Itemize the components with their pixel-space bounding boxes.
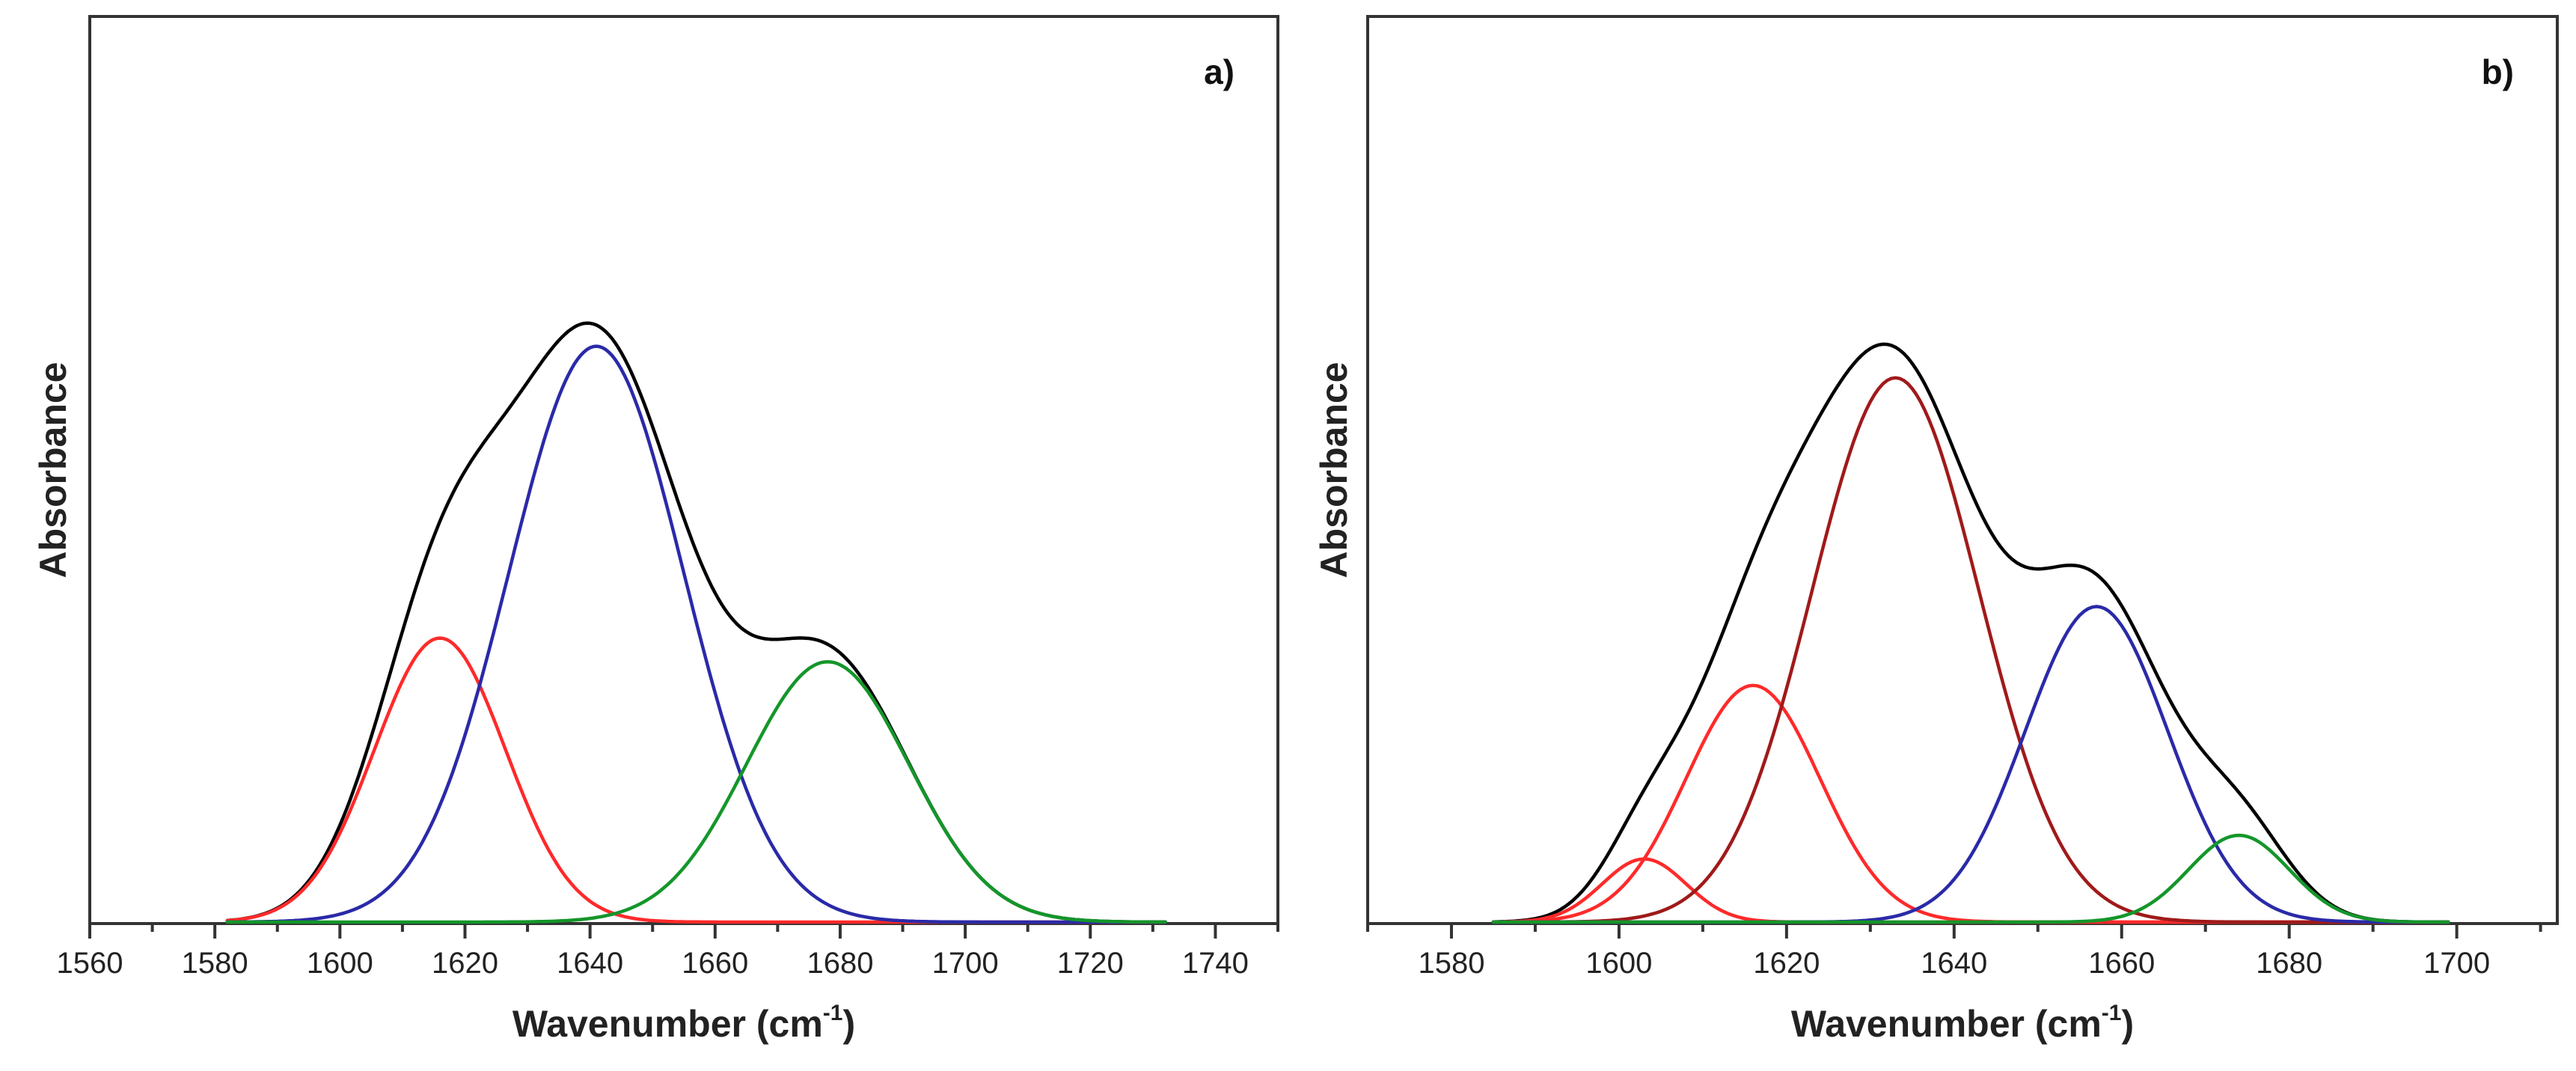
x-tick-label-a-1620: 1620 — [432, 947, 498, 980]
x-tick-label-b-1600: 1600 — [1585, 947, 1652, 980]
y-axis-label-b: Absorbance — [1313, 362, 1355, 579]
x-tick-label-a-1680: 1680 — [807, 947, 873, 980]
x-tick-label-a-1600: 1600 — [307, 947, 373, 980]
panel-a: a) 1560 1580 1600 1620 1640 1660 1680 1700 1720 1… — [32, 15, 1279, 1045]
x-tick-label-a-1720: 1720 — [1057, 947, 1124, 980]
panel-label-b: b) — [2482, 52, 2514, 91]
band-curve-a-1678 — [225, 659, 1167, 924]
x-axis-label-a-end: ) — [842, 1003, 855, 1045]
x-tick-label-a-1700: 1700 — [932, 947, 999, 980]
x-tick-label-a-1660: 1660 — [682, 947, 748, 980]
band-curve-b-1633 — [1491, 376, 2450, 924]
curves-b — [1491, 342, 2450, 924]
x-tick-label-b-1580: 1580 — [1418, 947, 1484, 980]
sum-curve-b — [1491, 342, 2450, 924]
x-tick-label-b-1680: 1680 — [2256, 947, 2322, 980]
x-axis-label-b: Wavenumber (cm-1) — [1791, 1001, 2134, 1045]
panel-label-a: a) — [1204, 52, 1235, 91]
x-tick-label-b-1660: 1660 — [2088, 947, 2155, 980]
x-axis-label-b-end: ) — [2121, 1003, 2134, 1045]
x-axis-label-a-main: Wavenumber (cm — [513, 1003, 823, 1045]
panel-b: b) 1580 1600 1620 1640 1660 1680 1700 Absorban… — [1313, 15, 2559, 1045]
x-axis-label-a: Wavenumber (cm-1) — [513, 1001, 855, 1045]
x-tick-labels-b: 1580 1600 1620 1640 1660 1680 1700 — [1418, 947, 2490, 980]
x-tick-label-b-1620: 1620 — [1753, 947, 1820, 980]
x-tick-label-a-1640: 1640 — [557, 947, 623, 980]
x-tick-label-a-1740: 1740 — [1182, 947, 1249, 980]
x-tick-labels-a: 1560 1580 1600 1620 1640 1660 1680 1700 1720 1740 — [57, 947, 1249, 980]
band-curve-b-1674 — [1491, 833, 2450, 924]
plot-frame-a — [88, 15, 1279, 925]
curves-a — [225, 321, 1167, 924]
x-tick-label-b-1700: 1700 — [2423, 947, 2490, 980]
x-tick-label-a-1580: 1580 — [182, 947, 248, 980]
x-tick-label-a-1560: 1560 — [57, 947, 123, 980]
band-curve-a-1641 — [225, 344, 1167, 924]
y-axis-label-a: Absorbance — [32, 362, 74, 579]
x-axis-label-b-sup: -1 — [2102, 1001, 2122, 1025]
x-axis-label-a-sup: -1 — [823, 1001, 843, 1025]
x-tick-label-b-1640: 1640 — [1921, 947, 1987, 980]
x-axis-label-b-main: Wavenumber (cm — [1791, 1003, 2102, 1045]
x-ticks-b — [1366, 924, 2542, 939]
x-ticks-a — [88, 924, 1279, 939]
